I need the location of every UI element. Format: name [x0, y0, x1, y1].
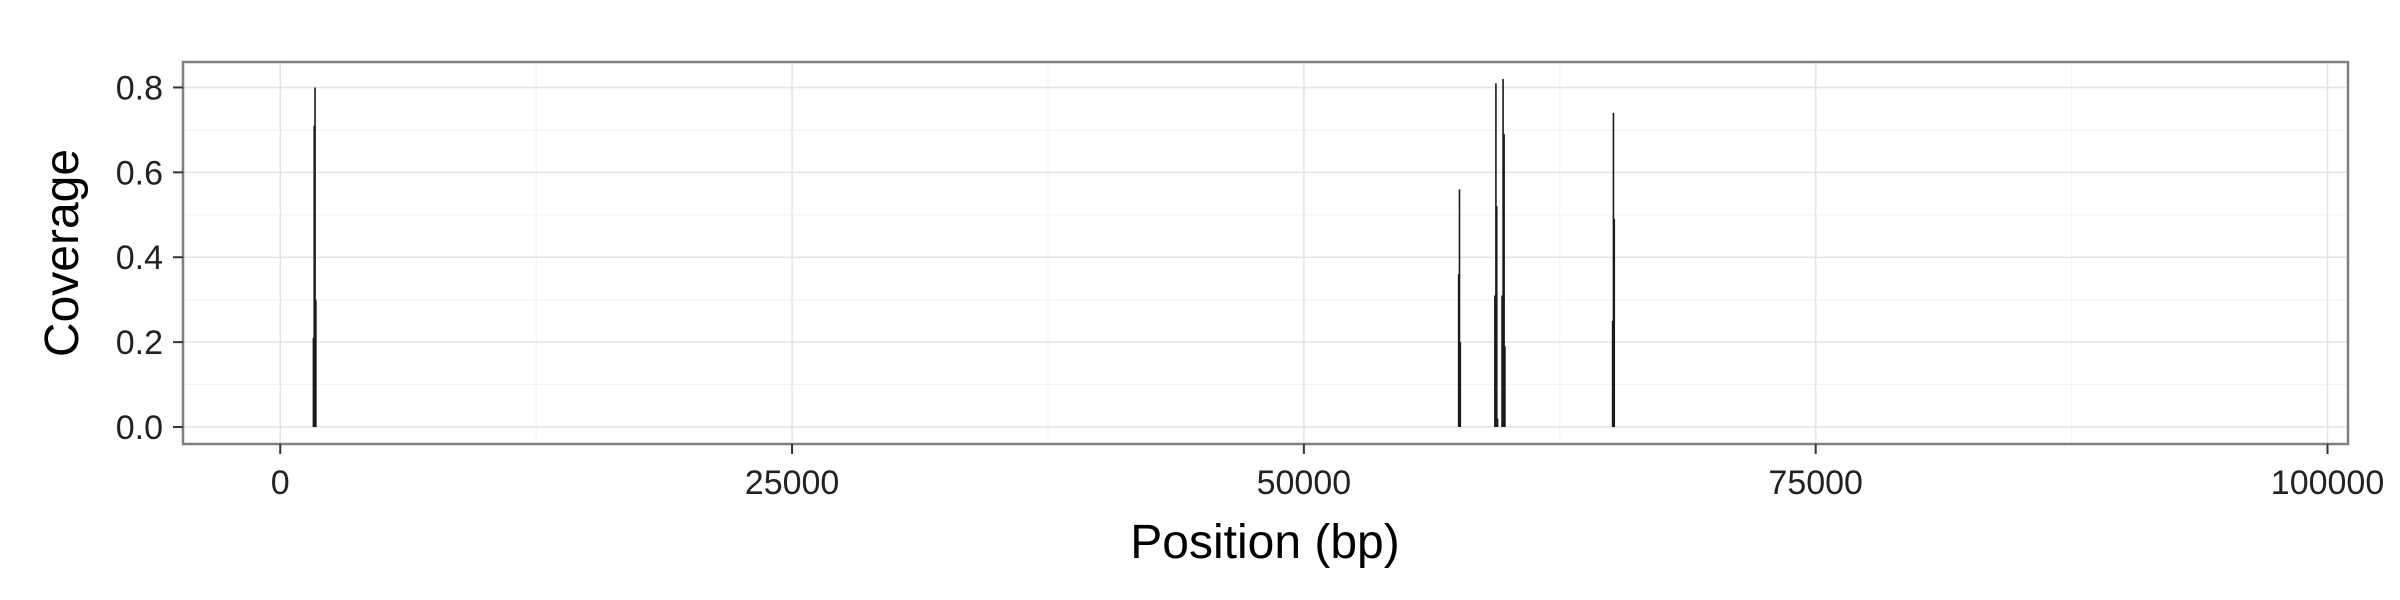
- coverage-series: [312, 78, 1616, 428]
- x-tick-label: 50000: [1257, 464, 1352, 502]
- y-axis-title: Coverage: [36, 149, 89, 357]
- x-tick-label: 75000: [1768, 464, 1863, 502]
- y-tick-label: 0.4: [116, 239, 163, 277]
- grid: [183, 62, 2348, 444]
- x-tick-label: 25000: [745, 464, 840, 502]
- y-tick-label: 0.2: [116, 324, 163, 362]
- y-tick-label: 0.6: [116, 154, 163, 192]
- x-axis-title: Position (bp): [1130, 516, 1399, 569]
- x-tick-label: 100000: [2271, 464, 2384, 502]
- x-tick-label: 0: [271, 464, 290, 502]
- plot-panel-border: [181, 60, 2350, 446]
- tick-labels: 0 25000 50000 75000 100000 0.0 0.2 0.4 0.6 0.8: [116, 69, 2385, 502]
- y-tick-label: 0.8: [116, 69, 163, 107]
- axis-ticks: [173, 86, 2329, 454]
- y-tick-label: 0.0: [116, 409, 163, 447]
